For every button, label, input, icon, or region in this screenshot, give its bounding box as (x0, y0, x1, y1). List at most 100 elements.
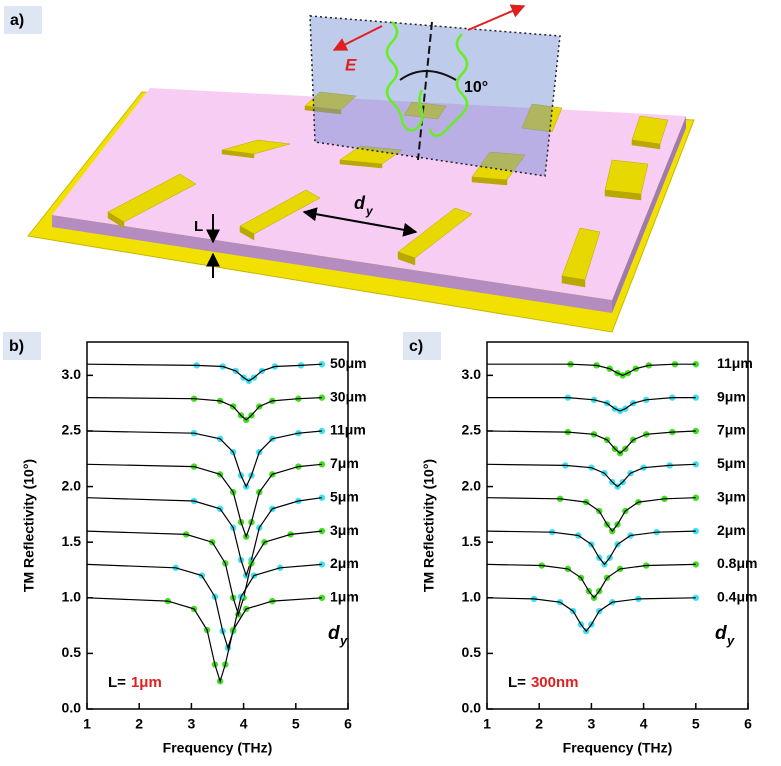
series-label: 7μm (717, 422, 746, 438)
y-tick-label: 1.0 (462, 588, 482, 604)
panel-label-bg (4, 6, 42, 34)
fit-line (86, 363, 322, 382)
data-point (318, 594, 326, 601)
series-label: 30μm (330, 388, 367, 404)
x-tick-label: 4 (640, 716, 648, 732)
series-label: 11μm (330, 422, 366, 438)
x-tick-label: 2 (535, 716, 543, 732)
fit-line (486, 597, 696, 633)
fit-line (86, 597, 322, 684)
series-label: 0.4μm (717, 588, 757, 604)
legend-title: d (328, 623, 340, 644)
x-tick-label: 3 (588, 716, 596, 732)
field-arrow (332, 25, 383, 51)
y-tick-label: 1.5 (462, 533, 482, 549)
schematic: a) E 10° d y L (4, 4, 695, 333)
series-label: 5μm (717, 455, 746, 471)
x-axis-label: Frequency (THz) (563, 740, 673, 756)
data-point (692, 527, 699, 535)
x-tick-label: 1 (83, 716, 91, 732)
incident-wave (385, 21, 424, 132)
series-label: 3μm (717, 488, 746, 504)
data-point (692, 427, 699, 435)
x-tick-label: 3 (188, 716, 196, 732)
x-tick-label: 6 (744, 716, 752, 732)
x-axis-label: Frequency (THz) (163, 740, 273, 756)
y-tick-label: 1.0 (62, 588, 82, 604)
chart: b) 0.0 0.5 1.0 1.5 2.0 2.5 3.0 1 2 3 4 5 6 Frequency (… (3, 332, 367, 756)
x-tick-label: 4 (240, 716, 248, 732)
slab-side (52, 215, 612, 313)
legend-title: d (715, 623, 727, 644)
data-point (318, 494, 326, 501)
series-label: 2μm (717, 522, 746, 538)
spacing-arrow (302, 207, 418, 237)
x-tick-label: 1 (483, 716, 491, 732)
series-label: 1μm (330, 588, 359, 604)
fit-line (486, 497, 696, 533)
chart: c) 0.0 0.5 1.0 1.5 2.0 2.5 3.0 1 2 3 4 5 6 Frequency (… (403, 332, 757, 756)
plot-frame (86, 341, 349, 710)
data-point (318, 427, 326, 435)
x-tick-label: 5 (692, 716, 700, 732)
y-tick-label: 0.5 (62, 644, 82, 660)
panel-label: b) (9, 338, 24, 355)
fit-line (86, 530, 322, 617)
data-point (318, 527, 326, 535)
spacing-subscript: y (365, 204, 374, 218)
fit-line (487, 363, 696, 377)
y-tick-label: 0.5 (462, 644, 482, 660)
annotation-prefix: L= (508, 674, 526, 691)
legend-title-subscript: y (339, 633, 348, 648)
fit-line (486, 563, 696, 599)
data-point (692, 594, 699, 601)
plane-of-incidence (309, 15, 561, 177)
y-axis-label: TM Reflectivity (10°) (421, 459, 437, 592)
fit-line (486, 463, 696, 488)
series-label: 50μm (330, 355, 367, 371)
series-label: 5μm (330, 488, 359, 504)
angle-label: 10° (464, 79, 488, 96)
fit-line (486, 530, 696, 566)
spacing-label: d (354, 193, 366, 213)
thickness-label: L (194, 218, 203, 235)
field-label: E (345, 55, 357, 74)
fit-line (86, 397, 322, 421)
y-tick-label: 0.0 (62, 700, 82, 716)
y-tick-label: 3.0 (62, 366, 82, 382)
fit-line (487, 397, 696, 412)
fit-line (86, 497, 322, 578)
annotation-value: 1μm (131, 674, 162, 691)
angle-arc (399, 70, 457, 81)
series-label: 11μm (717, 355, 753, 371)
charts: b) 0.0 0.5 1.0 1.5 2.0 2.5 3.0 1 2 3 4 5 6 Frequency (… (3, 332, 757, 756)
y-axis-label: TM Reflectivity (10°) (21, 459, 37, 592)
panel-label-bg (403, 332, 441, 360)
fit-line (86, 463, 322, 539)
y-tick-label: 3.0 (462, 366, 482, 382)
y-tick-label: 2.5 (62, 422, 82, 438)
slab-side (612, 116, 686, 313)
panel-label: c) (409, 338, 423, 355)
series-label: 3μm (330, 522, 359, 538)
plot-frame (486, 341, 749, 710)
y-tick-label: 2.5 (462, 422, 482, 438)
x-tick-label: 2 (135, 716, 143, 732)
resonators (107, 91, 669, 288)
fit-line (86, 430, 322, 489)
legend-title-subscript: y (726, 633, 735, 648)
x-tick-label: 6 (344, 716, 352, 732)
series-label: 9μm (717, 388, 746, 404)
y-tick-label: 1.5 (62, 533, 82, 549)
y-tick-label: 0.0 (462, 700, 482, 716)
field-arrow (467, 4, 526, 31)
data-point (692, 494, 699, 501)
fit-line (486, 430, 696, 454)
annotation-prefix: L= (108, 674, 126, 691)
y-tick-label: 2.0 (62, 477, 82, 493)
annotation-value: 300nm (531, 674, 579, 691)
reflected-wave (428, 33, 469, 137)
y-tick-label: 2.0 (462, 477, 482, 493)
slab-top (52, 88, 686, 300)
